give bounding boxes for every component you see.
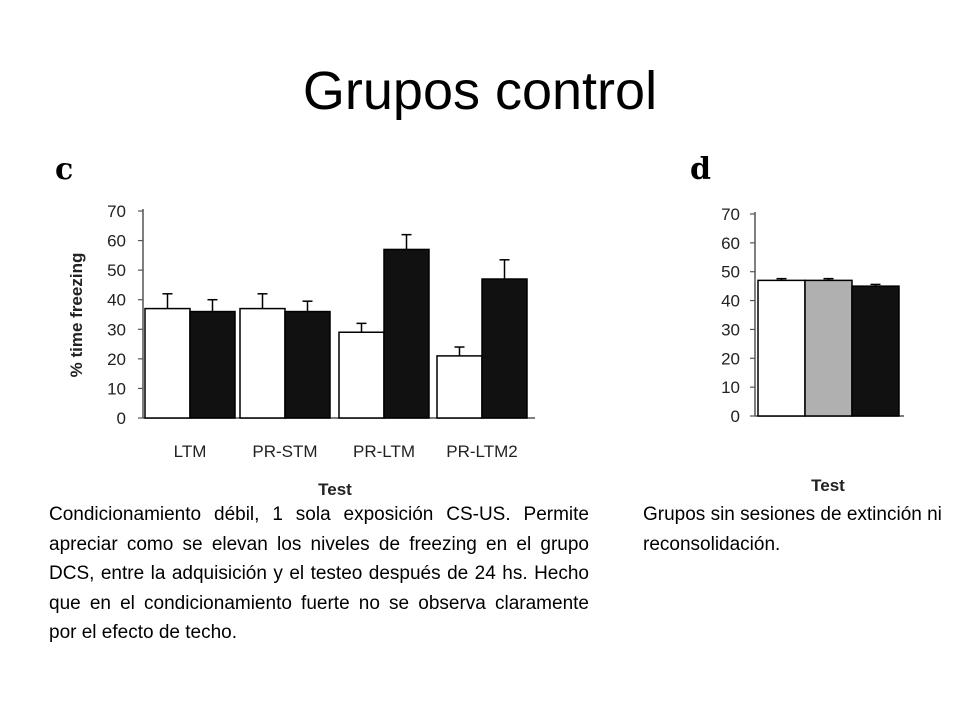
panel-label-d: d (690, 152, 711, 187)
chart-c-y-tick-label: 10 (107, 379, 126, 398)
slide-title: Grupos control (302, 61, 658, 121)
chart-d-y-tick-label: 20 (721, 349, 740, 368)
chart-c-bar (189, 310, 236, 419)
chart-c-y-tick-label: 70 (107, 202, 126, 221)
caption-panel-c: Condicionamiento débil, 1 sola exposició… (49, 504, 589, 643)
chart-d-y-tick-label: 70 (721, 205, 740, 224)
chart-c-y-tick-label: 40 (107, 291, 126, 310)
chart-c-bar (338, 331, 385, 419)
chart-c-category-label: PR-LTM2 (446, 442, 517, 461)
chart-d-x-axis-title: Test (811, 476, 845, 495)
chart-c-bar (239, 307, 286, 419)
chart-c-x-axis-title: Test (318, 480, 352, 499)
chart-c-y-tick-label: 0 (117, 409, 126, 428)
chart-d-y-tick-label: 10 (721, 378, 740, 397)
chart-c-category-label: PR-STM (252, 442, 317, 461)
chart-d-y-tick-label: 0 (731, 407, 740, 426)
chart-d-bar (757, 279, 806, 417)
chart-d-y-tick-label: 50 (721, 263, 740, 282)
panel-label-c: c (55, 152, 74, 187)
chart-c-category-label: LTM (174, 442, 207, 461)
chart-c-bar (144, 307, 191, 419)
chart-c-bar (284, 310, 331, 419)
chart-c-bar (436, 355, 483, 419)
chart-d-bar (851, 285, 900, 417)
chart-c-y-tick-label: 60 (107, 232, 126, 251)
caption-panel-d: Grupos sin sesiones de extinción ni reco… (643, 504, 942, 555)
chart-c-y-tick-label: 20 (107, 350, 126, 369)
chart-d-y-tick-label: 60 (721, 234, 740, 253)
chart-c-category-label: PR-LTM (353, 442, 415, 461)
chart-d-bar (804, 279, 853, 417)
chart-d-y-tick-label: 30 (721, 320, 740, 339)
chart-c-bar (481, 278, 528, 419)
chart-c-y-tick-label: 30 (107, 320, 126, 339)
chart-c-y-tick-label: 50 (107, 261, 126, 280)
chart-c-bar (383, 248, 430, 419)
chart-c-y-axis-title: % time freezing (67, 253, 86, 378)
chart-d-y-tick-label: 40 (721, 292, 740, 311)
